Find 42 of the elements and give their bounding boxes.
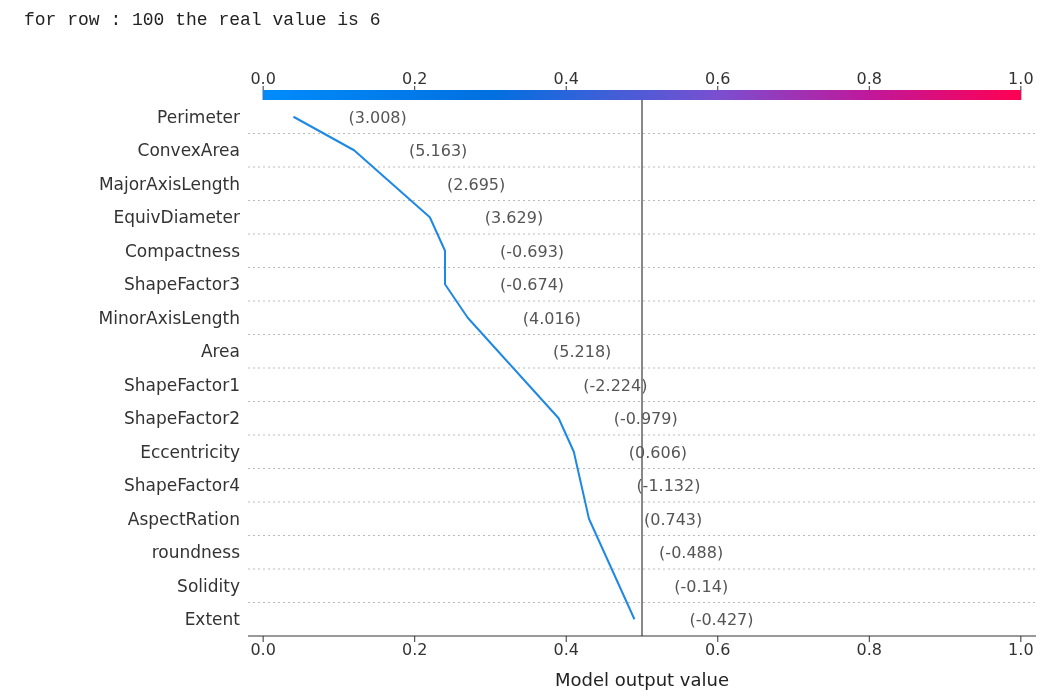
annotation: (3.008) (348, 107, 407, 127)
y-tick-label: ConvexArea (137, 140, 240, 161)
y-tick-label: ShapeFactor2 (123, 408, 240, 429)
y-tick-label: MajorAxisLength (98, 173, 240, 194)
y-tick-label: MinorAxisLength (98, 307, 240, 328)
y-tick-label: Compactness (125, 240, 241, 261)
y-tick-label: Perimeter (157, 106, 241, 127)
annotation: (-0.674) (500, 275, 565, 295)
y-tick-label: ShapeFactor4 (123, 475, 240, 496)
x2-tick-label: 1.0 (1008, 69, 1034, 88)
y-tick-label: ShapeFactor1 (123, 374, 240, 395)
x-tick-label: 0.8 (856, 640, 883, 660)
annotation: (-0.693) (500, 241, 565, 261)
chart-title: for row : 100 the real value is 6 (23, 9, 382, 32)
y-tick-label: roundness (151, 542, 241, 563)
y-tick-label: EquivDiameter (113, 207, 240, 228)
annotation: (2.695) (446, 174, 506, 194)
annotation: (0.743) (643, 509, 703, 529)
x-tick-label: 0.4 (553, 640, 579, 660)
annotation: (4.016) (522, 308, 582, 328)
x2-tick-label: 0.2 (401, 69, 428, 88)
x2-tick-label: 0.6 (705, 69, 731, 88)
y-tick-label: Solidity (177, 575, 240, 596)
x2-tick-label: 0.8 (856, 69, 883, 88)
annotation: (5.163) (409, 141, 468, 161)
annotation: (5.218) (553, 342, 612, 362)
x-tick-label: 0.2 (401, 640, 428, 660)
x2-tick-label: 0.4 (553, 69, 579, 88)
y-tick-label: Extent (184, 609, 241, 630)
x-tick-label: 0.6 (705, 640, 731, 660)
annotation: (3.629) (484, 208, 544, 228)
annotation: (-0.14) (674, 576, 729, 596)
annotation: (-0.427) (689, 610, 754, 630)
y-tick-label: AspectRation (127, 508, 240, 529)
x-axis-title: Model output value (554, 669, 730, 690)
annotation: (-0.488) (659, 543, 724, 563)
x2-tick-label: 0.0 (250, 69, 276, 88)
y-tick-label: ShapeFactor3 (123, 274, 240, 295)
y-tick-label: Eccentricity (140, 441, 240, 462)
x-tick-label: 1.0 (1008, 640, 1034, 660)
y-tick-label: Area (200, 341, 240, 362)
x-tick-label: 0.0 (250, 640, 276, 660)
